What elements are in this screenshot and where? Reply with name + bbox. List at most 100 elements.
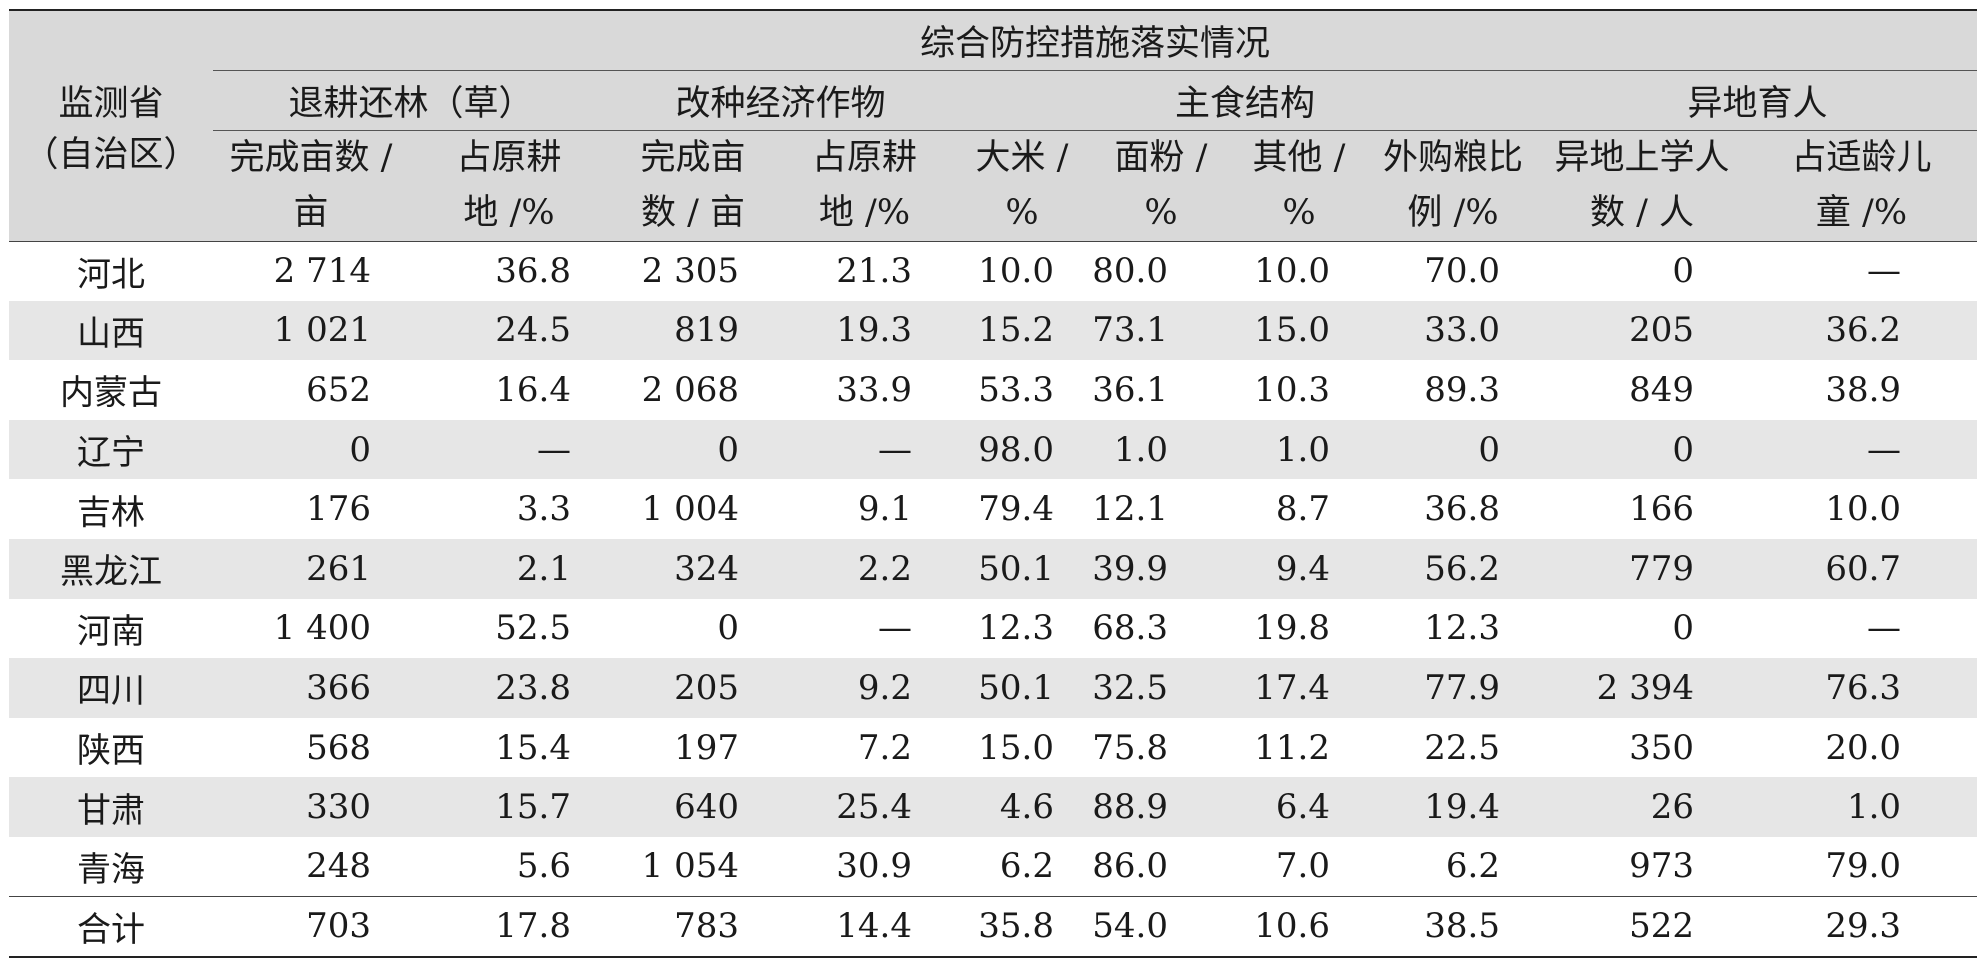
- value-cell: 10.3: [1254, 369, 1330, 410]
- province-cell: 吉林: [77, 492, 145, 533]
- value-cell: 9.4: [1230, 538, 1368, 599]
- table-row: 陕西 568 15.4 197 7.2 15.0 75.8 11.2 22.5 350 20.0: [9, 718, 1977, 778]
- value-cell: 10.0: [1254, 251, 1330, 292]
- value-cell: 2.1: [409, 538, 609, 599]
- value-cell: 15.7: [409, 777, 609, 837]
- value-cell: 4.6: [952, 777, 1092, 837]
- value-cell: 70.0: [1424, 251, 1500, 292]
- value-cell: 0: [1672, 251, 1694, 292]
- value-cell: 779: [1538, 538, 1746, 599]
- group-header-conversion: 退耕还林（草）: [213, 70, 609, 131]
- subcolumn-header-line: 占原耕: [456, 137, 562, 178]
- subcolumn-header-flour-share: 面粉 /%: [1092, 130, 1230, 242]
- value-cell: 0: [717, 608, 739, 649]
- subcolumn-header-purchased-grain-share: 外购粮比例 /%: [1368, 130, 1538, 242]
- subcolumn-header-cash-share: 占原耕地 /%: [777, 130, 952, 242]
- value-cell: 261: [213, 538, 409, 599]
- value-cell: 36.8: [1424, 489, 1500, 530]
- value-cell: 15.0: [978, 727, 1054, 768]
- subcolumn-header-completed-mu: 完成亩数 / 亩: [213, 130, 409, 242]
- province-cell: 河南: [77, 611, 145, 652]
- value-cell: 1 054: [641, 846, 739, 887]
- value-cell: 89.3: [1424, 369, 1500, 410]
- province-column-header: 监测省 （自治区）: [9, 9, 213, 242]
- value-cell: 205: [1538, 300, 1746, 361]
- subcolumn-header-line: 其他 /: [1252, 137, 1346, 178]
- value-cell: 39.9: [1092, 538, 1230, 599]
- subcolumn-header-line: 完成亩: [640, 137, 746, 178]
- subcolumn-header-line: 数 / 人: [1589, 192, 1695, 233]
- value-cell: 1.0: [1230, 419, 1368, 480]
- value-cell: 75.8: [1092, 727, 1168, 768]
- value-cell: 0: [1538, 419, 1746, 480]
- value-cell: 19.4: [1368, 777, 1538, 837]
- value-cell: 2 068: [641, 369, 739, 410]
- subcolumn-header-off-site-students: 异地上学人数 / 人: [1538, 130, 1746, 242]
- subcolumn-header-rice-share: 大米 /%: [952, 130, 1092, 242]
- table-row: 辽宁 0—0—98.0 1.0 1.0 0 0—: [9, 419, 1978, 480]
- value-cell: —: [878, 608, 912, 649]
- subcolumn-header-conversion-share: 占原耕地 /%: [409, 130, 609, 242]
- value-cell: 16.4: [495, 369, 571, 410]
- value-cell: 20.0: [1825, 727, 1902, 768]
- value-cell: 9.1: [857, 489, 912, 530]
- value-cell: 2 714: [273, 251, 371, 292]
- value-cell: 522: [1538, 896, 1746, 958]
- subcolumn-header-line: 占适龄儿: [1791, 137, 1932, 178]
- value-cell: 9.2: [777, 658, 952, 718]
- value-cell: 77.9: [1368, 658, 1538, 718]
- value-cell: 79.4: [978, 489, 1054, 530]
- value-cell: 76.3: [1746, 658, 1978, 718]
- value-cell: 166: [1629, 489, 1694, 530]
- subcolumn-header-row: 完成亩数 / 亩占原耕地 /% 完成亩数 / 亩占原耕地 /% 大米 /% 面粉 /% 其…: [9, 130, 1978, 242]
- value-cell: 79.0: [1825, 846, 1902, 887]
- subcolumn-header-line: %: [1005, 192, 1039, 233]
- value-cell: 21.3: [836, 251, 912, 292]
- province-cell: 陕西: [77, 731, 145, 772]
- subcolumn-header-line: 大米 /: [975, 137, 1069, 178]
- value-cell: 3.3: [516, 489, 571, 530]
- value-cell: 849: [1629, 369, 1694, 410]
- value-cell: 10.0: [1825, 489, 1902, 530]
- value-cell: 1 021: [213, 300, 409, 361]
- data-table: 监测省 （自治区） 综合防控措施落实情况 退耕还林（草） 改种经济作物 主食结构…: [9, 9, 1978, 958]
- value-cell: 2 394: [1538, 658, 1746, 718]
- subcolumn-header-line: 外购粮比: [1382, 137, 1523, 178]
- value-cell: 33.9: [836, 369, 912, 410]
- value-cell: 7.0: [1275, 846, 1330, 887]
- province-cell: 青海: [77, 849, 145, 890]
- value-cell: 8.7: [1275, 489, 1330, 530]
- value-cell: 38.5: [1368, 896, 1538, 958]
- table-row: 四川 366 23.8 205 9.2 50.1 32.5 17.4 77.9 2 394 76.3: [9, 658, 1978, 718]
- value-cell: 30.9: [836, 846, 912, 887]
- table-row: 河北 2 714 36.8 2 305 21.3 10.0 80.0 10.0 70.0 0 —: [9, 241, 1977, 301]
- table-row: 吉林 176 3.3 1 004 9.1 79.4 12.1 8.7 36.8 166 10.0: [9, 479, 1977, 539]
- value-cell: 973: [1629, 846, 1694, 887]
- value-cell: 52.5: [495, 608, 571, 649]
- value-cell: 11.2: [1254, 727, 1330, 768]
- table-wrapper: 监测省 （自治区） 综合防控措施落实情况 退耕还林（草） 改种经济作物 主食结构…: [9, 9, 1978, 958]
- total-row: 合计 703 17.8 783 14.4 35.8 54.0 10.6 38.5 522 29.3: [9, 896, 1978, 958]
- value-cell: 6.2: [999, 846, 1054, 887]
- value-cell: —: [1746, 419, 1978, 480]
- table-row: 山西 1 021 24.5 819 19.3 15.2 73.1 15.0 33.0 205 36.…: [9, 300, 1978, 361]
- value-cell: 68.3: [1092, 608, 1168, 649]
- value-cell: 1.0: [1092, 419, 1230, 480]
- value-cell: 23.8: [409, 658, 609, 718]
- value-cell: 0: [1672, 608, 1694, 649]
- value-cell: 25.4: [777, 777, 952, 837]
- value-cell: 176: [306, 489, 371, 530]
- value-cell: 29.3: [1746, 896, 1978, 958]
- province-header-line2: （自治区）: [23, 134, 199, 175]
- value-cell: 22.5: [1424, 727, 1500, 768]
- value-cell: 15.4: [495, 727, 571, 768]
- value-cell: 14.4: [777, 896, 952, 958]
- subcolumn-header-line: 完成亩数 /: [229, 137, 393, 178]
- value-cell: 7.2: [857, 727, 912, 768]
- group-header-staple-food: 主食结构: [952, 70, 1538, 131]
- province-cell: 辽宁: [9, 419, 213, 480]
- value-cell: 248: [306, 846, 371, 887]
- subcolumn-header-line: 地 /%: [463, 192, 555, 233]
- value-cell: 15.2: [952, 300, 1092, 361]
- province-cell: 内蒙古: [60, 373, 162, 414]
